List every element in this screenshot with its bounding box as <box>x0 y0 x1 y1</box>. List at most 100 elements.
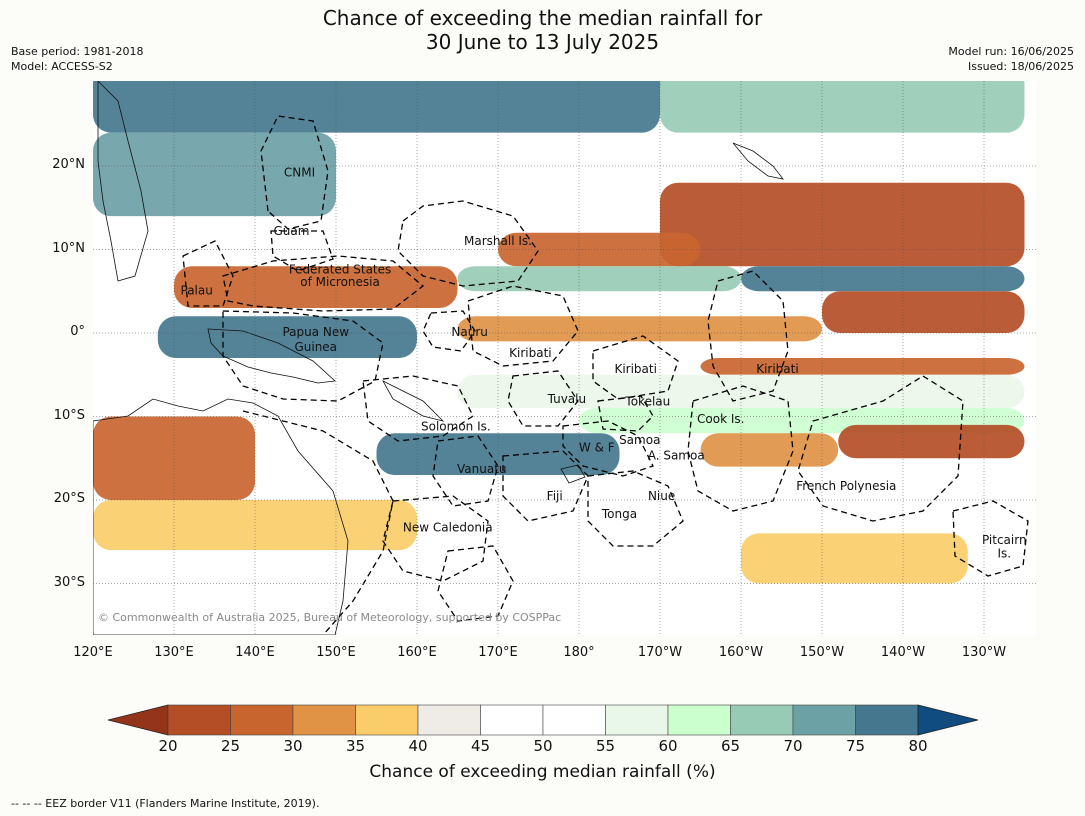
eez-australia-east <box>242 410 394 635</box>
field-band <box>741 533 968 584</box>
field-band <box>660 81 1025 133</box>
meta-right: Model run: 16/06/2025 Issued: 18/06/2025 <box>948 44 1074 74</box>
map-panel: CNMI Guam Marshall Is. Federated States of M… <box>93 81 1036 635</box>
eez-footnote: -- -- -- EEZ border V11 (Flanders Marine… <box>11 797 320 810</box>
new-guinea-outline <box>207 328 336 384</box>
eez-kiribati-gilbert <box>467 285 579 367</box>
lon-tick-label: 170°W <box>637 645 683 660</box>
model-name: Model: ACCESS-S2 <box>11 60 113 73</box>
eez-png <box>222 310 384 402</box>
region-label: New Caledonia <box>403 521 493 535</box>
eez-tonga-niue <box>587 470 684 547</box>
eez-fsm <box>222 255 425 312</box>
colorbar-tick-label: 30 <box>283 737 303 755</box>
region-label: French Polynesia <box>796 479 896 493</box>
region-label: Fiji <box>547 489 563 503</box>
field-band <box>457 374 1025 409</box>
field-band <box>93 583 1025 626</box>
lat-tick-label: 10°S <box>53 407 85 423</box>
colorbar-tick-label: 80 <box>908 737 928 755</box>
colorbar-segment <box>855 704 919 736</box>
region-label: Niue <box>648 489 675 503</box>
eez-nauru <box>422 310 476 352</box>
field-band <box>376 433 620 475</box>
region-label: Federated States <box>289 263 391 277</box>
colorbar-tick-label: 20 <box>158 737 178 755</box>
field-band <box>93 81 660 133</box>
region-label: Vanuatu <box>457 462 507 476</box>
eez-palau <box>182 240 234 307</box>
lon-tick-label: 180° <box>563 645 595 660</box>
hawaii-outline <box>732 142 784 180</box>
eez-cook <box>687 385 794 512</box>
meta-left: Base period: 1981-2018 Model: ACCESS-S2 <box>11 44 143 74</box>
colorbar-segment <box>792 704 856 736</box>
eez-pitcairn <box>952 500 1029 577</box>
region-label: Marshall Is. <box>464 234 532 248</box>
model-run: Model run: 16/06/2025 <box>948 45 1074 58</box>
title-line-1: Chance of exceeding the median rainfall … <box>322 6 763 30</box>
region-label: of Micronesia <box>300 275 380 289</box>
field-band <box>93 132 336 217</box>
lon-tick-label: 140°W <box>880 645 926 660</box>
lon-tick-label: 130°W <box>961 645 1007 660</box>
philippines-outline <box>97 81 149 282</box>
colorbar-segment <box>230 704 294 736</box>
region-label: Solomon Is. <box>421 420 491 434</box>
colorbar-tick-label: 45 <box>470 737 491 755</box>
field-band <box>457 316 822 342</box>
field-band <box>660 182 1025 267</box>
field-band <box>174 266 458 308</box>
fiji-outline <box>560 464 586 484</box>
eez-wallis-samoa <box>562 420 654 477</box>
field-band <box>838 424 1025 459</box>
lon-tick-label: 130°E <box>154 645 194 660</box>
field-band <box>457 266 741 292</box>
colorbar-tick-label: 55 <box>595 737 616 755</box>
field-band <box>700 358 1025 375</box>
region-label: Papua New <box>282 325 349 339</box>
colorbar-segment <box>605 704 669 736</box>
colorbar-extend-low <box>107 704 169 736</box>
lon-tick-label: 140°E <box>235 645 275 660</box>
solomon-outline <box>382 380 445 422</box>
lon-tick-label: 150°W <box>799 645 845 660</box>
lon-tick-label: 170°E <box>478 645 518 660</box>
eez-marshall <box>397 200 539 287</box>
copyright-notice: © Commonwealth of Australia 2025, Bureau… <box>98 611 561 624</box>
eez-borders <box>182 115 1029 635</box>
region-label: Nauru <box>451 325 487 339</box>
region-label: A. Samoa <box>648 449 705 463</box>
eez-guam <box>270 230 334 272</box>
colorbar-segment <box>417 704 481 736</box>
lat-tick-label: 20°S <box>53 491 85 506</box>
lat-tick-label: 30°S <box>53 574 85 590</box>
field-band <box>498 232 701 267</box>
graticule <box>93 81 1036 635</box>
region-label: Palau <box>181 283 213 297</box>
field-band <box>336 149 741 200</box>
eez-tuvalu <box>507 370 579 427</box>
region-label: Cook Is. <box>697 412 744 426</box>
colorbar-tick-label: 25 <box>220 737 241 755</box>
rainfall-field <box>93 81 1025 626</box>
colorbar-tick-label: 50 <box>533 737 553 755</box>
lat-tick-label: 0° <box>70 324 85 339</box>
colorbar-tick-label: 40 <box>408 737 428 755</box>
lon-tick-label: 150°E <box>316 645 356 660</box>
region-label: W & F <box>579 440 615 454</box>
region-label: Guinea <box>294 340 337 354</box>
issued-date: Issued: 18/06/2025 <box>967 60 1074 73</box>
colorbar-label: Chance of exceeding median rainfall (%) <box>369 762 716 782</box>
region-label: Is. <box>997 546 1011 560</box>
region-label: Guam <box>273 224 309 238</box>
eez-kiribati-phoenix <box>592 335 679 400</box>
region-label: Pitcairn <box>982 533 1027 547</box>
colorbar <box>107 704 979 736</box>
colorbar-tick-label: 35 <box>345 737 366 755</box>
colorbar-extend-high <box>917 704 979 736</box>
region-label: Kiribati <box>614 362 656 376</box>
lon-tick-label: 160°E <box>397 645 437 660</box>
field-band <box>93 416 255 500</box>
